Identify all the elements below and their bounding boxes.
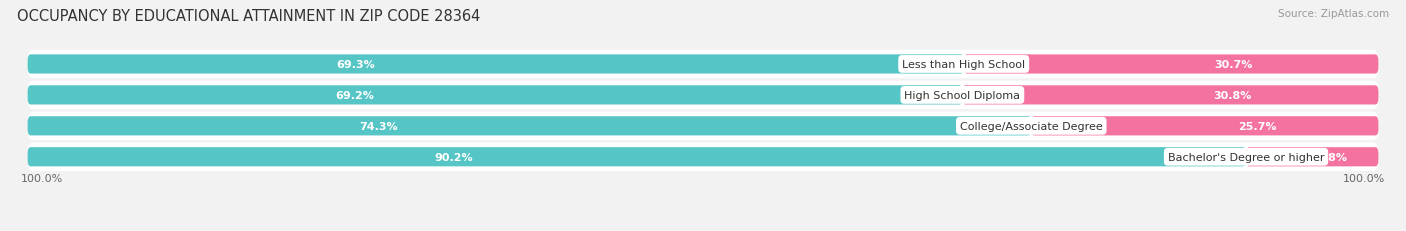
Text: Bachelor's Degree or higher: Bachelor's Degree or higher <box>1168 152 1324 162</box>
Text: High School Diploma: High School Diploma <box>904 91 1021 100</box>
FancyBboxPatch shape <box>28 117 1031 136</box>
Text: 9.8%: 9.8% <box>1316 152 1347 162</box>
Text: Source: ZipAtlas.com: Source: ZipAtlas.com <box>1278 9 1389 19</box>
Text: 30.8%: 30.8% <box>1213 91 1251 100</box>
FancyBboxPatch shape <box>28 143 1378 171</box>
Text: College/Associate Degree: College/Associate Degree <box>960 121 1102 131</box>
Text: 74.3%: 74.3% <box>360 121 398 131</box>
Text: 25.7%: 25.7% <box>1237 121 1277 131</box>
FancyBboxPatch shape <box>28 148 1246 167</box>
FancyBboxPatch shape <box>28 86 962 105</box>
FancyBboxPatch shape <box>962 86 1378 105</box>
FancyBboxPatch shape <box>28 81 1378 110</box>
FancyBboxPatch shape <box>1031 117 1378 136</box>
Text: 100.0%: 100.0% <box>1343 173 1385 183</box>
FancyBboxPatch shape <box>28 112 1378 140</box>
Text: OCCUPANCY BY EDUCATIONAL ATTAINMENT IN ZIP CODE 28364: OCCUPANCY BY EDUCATIONAL ATTAINMENT IN Z… <box>17 9 481 24</box>
Text: 100.0%: 100.0% <box>21 173 63 183</box>
Text: 30.7%: 30.7% <box>1215 60 1253 70</box>
FancyBboxPatch shape <box>963 55 1378 74</box>
FancyBboxPatch shape <box>1246 148 1378 167</box>
FancyBboxPatch shape <box>28 55 963 74</box>
Text: 69.2%: 69.2% <box>335 91 374 100</box>
Text: Less than High School: Less than High School <box>903 60 1025 70</box>
Text: 69.3%: 69.3% <box>336 60 374 70</box>
FancyBboxPatch shape <box>28 51 1378 79</box>
Text: 90.2%: 90.2% <box>434 152 474 162</box>
